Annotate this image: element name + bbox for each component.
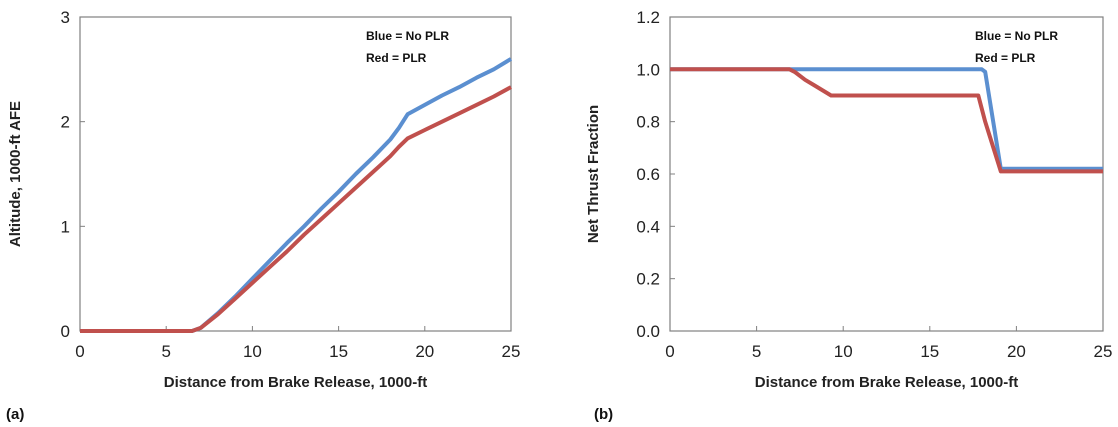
- x-tick-label: 25: [502, 342, 521, 361]
- y-tick-label: 1.0: [636, 60, 660, 79]
- series-line-no-plr: [80, 57, 513, 333]
- x-tick-label: 5: [752, 342, 761, 361]
- chart-panel-a: 0 5 10 15 20 25 0 1 2 3 Distance from Brake Releas…: [6, 8, 520, 423]
- x-tick-label: 15: [920, 342, 939, 361]
- y-axis-label: Altitude, 1000-ft AFE: [7, 101, 24, 247]
- legend-annotation: Red = PLR: [366, 51, 427, 65]
- y-tick-label: 0.4: [636, 217, 660, 236]
- x-tick-label: 20: [415, 342, 434, 361]
- x-tick-label: 10: [834, 342, 853, 361]
- x-tick-label: 0: [75, 342, 84, 361]
- plot-frame: [79, 16, 512, 332]
- y-axis-label: Net Thrust Fraction: [585, 105, 602, 243]
- x-tick-label: 20: [1007, 342, 1026, 361]
- x-tick-label: 0: [665, 342, 674, 361]
- chart-panel-b: 0 5 10 15 20 25 0.0 0.2 0.4 0.6 0.8 1.0 1.2 Distance …: [585, 8, 1112, 423]
- legend-annotation: Blue = No PLR: [366, 29, 449, 43]
- y-tick-label: 0.0: [636, 322, 660, 341]
- panel-label: (a): [6, 406, 24, 423]
- y-tick-label: 0: [61, 322, 70, 341]
- x-axis-label: Distance from Brake Release, 1000-ft: [164, 374, 427, 391]
- legend-annotation: Red = PLR: [975, 51, 1036, 65]
- x-tick-label: 10: [243, 342, 262, 361]
- x-tick-label: 25: [1094, 342, 1113, 361]
- y-tick-label: 1.2: [636, 8, 660, 27]
- y-tick-label: 0.8: [636, 113, 660, 132]
- y-tick-label: 0.2: [636, 270, 660, 289]
- legend-annotation: Blue = No PLR: [975, 29, 1058, 43]
- series-line-plr: [670, 67, 1103, 174]
- y-tick-label: 2: [61, 113, 70, 132]
- series-line-plr: [80, 85, 512, 333]
- y-tick-label: 0.6: [636, 165, 660, 184]
- x-tick-label: 5: [161, 342, 170, 361]
- y-tick-label: 1: [61, 217, 70, 236]
- plot-frame: [669, 16, 1104, 332]
- x-tick-label: 15: [329, 342, 348, 361]
- x-axis-label: Distance from Brake Release, 1000-ft: [755, 374, 1018, 391]
- panel-label: (b): [594, 406, 613, 423]
- series-line-no-plr: [670, 67, 1103, 171]
- y-tick-label: 3: [61, 8, 70, 27]
